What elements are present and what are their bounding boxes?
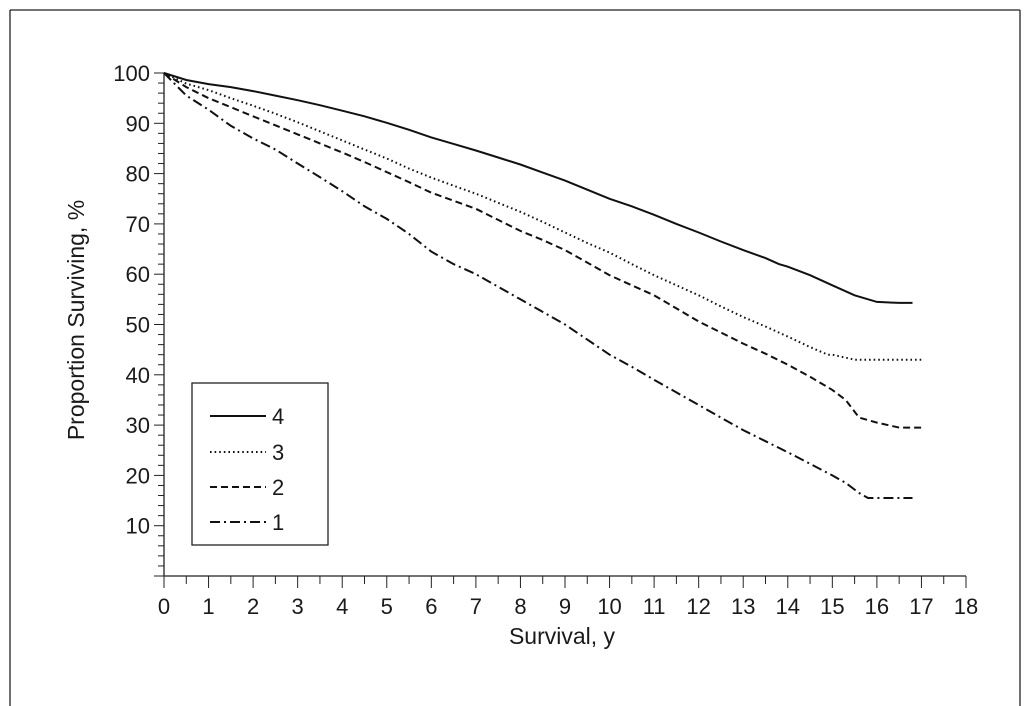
survival-curve-3 bbox=[163, 72, 922, 361]
y-tick-label: 30 bbox=[126, 413, 150, 438]
legend-box bbox=[191, 382, 329, 546]
survival-curve-2 bbox=[163, 72, 922, 429]
x-tick-label: 17 bbox=[909, 594, 933, 619]
x-tick-label: 5 bbox=[381, 594, 393, 619]
y-tick-label: 10 bbox=[126, 514, 150, 539]
x-tick-label: 7 bbox=[470, 594, 482, 619]
legend-label-4: 4 bbox=[272, 404, 284, 429]
x-tick-label: 15 bbox=[820, 594, 844, 619]
x-tick-label: 4 bbox=[336, 594, 348, 619]
x-tick-label: 14 bbox=[776, 594, 800, 619]
legend-label-3: 3 bbox=[272, 440, 284, 465]
x-tick-label: 1 bbox=[202, 594, 214, 619]
legend-label-2: 2 bbox=[272, 475, 284, 500]
y-tick-label: 70 bbox=[126, 212, 150, 237]
x-tick-label: 3 bbox=[292, 594, 304, 619]
x-tick-label: 9 bbox=[559, 594, 571, 619]
y-tick-label: 40 bbox=[126, 363, 150, 388]
survival-curve-4 bbox=[163, 72, 913, 304]
survival-curve-1 bbox=[163, 72, 913, 499]
x-tick-label: 10 bbox=[597, 594, 621, 619]
x-tick-label: 13 bbox=[731, 594, 755, 619]
y-tick-label: 60 bbox=[126, 262, 150, 287]
y-tick-label: 90 bbox=[126, 111, 150, 136]
y-tick-label: 20 bbox=[126, 463, 150, 488]
x-tick-label: 6 bbox=[425, 594, 437, 619]
x-tick-label: 12 bbox=[686, 594, 710, 619]
y-tick-label: 100 bbox=[113, 61, 150, 86]
ticks: 0 1 2 3 4 5 6 7 8 9 10 11 12 13 14 15 16 17 18102030405060… bbox=[113, 61, 978, 619]
y-axis-label: Proportion Surviving, % bbox=[63, 200, 89, 440]
survival-curves bbox=[163, 72, 922, 499]
x-tick-label: 18 bbox=[954, 594, 978, 619]
legend-label-1: 1 bbox=[272, 510, 284, 535]
y-tick-label: 50 bbox=[126, 313, 150, 338]
x-axis-label: Survival, y bbox=[509, 623, 616, 649]
x-tick-label: 2 bbox=[247, 594, 259, 619]
x-tick-label: 0 bbox=[158, 594, 170, 619]
x-tick-label: 8 bbox=[514, 594, 526, 619]
x-tick-label: 16 bbox=[865, 594, 889, 619]
legend: 4 3 2 1 bbox=[191, 382, 329, 546]
y-tick-label: 80 bbox=[126, 162, 150, 187]
x-tick-label: 11 bbox=[643, 594, 666, 619]
